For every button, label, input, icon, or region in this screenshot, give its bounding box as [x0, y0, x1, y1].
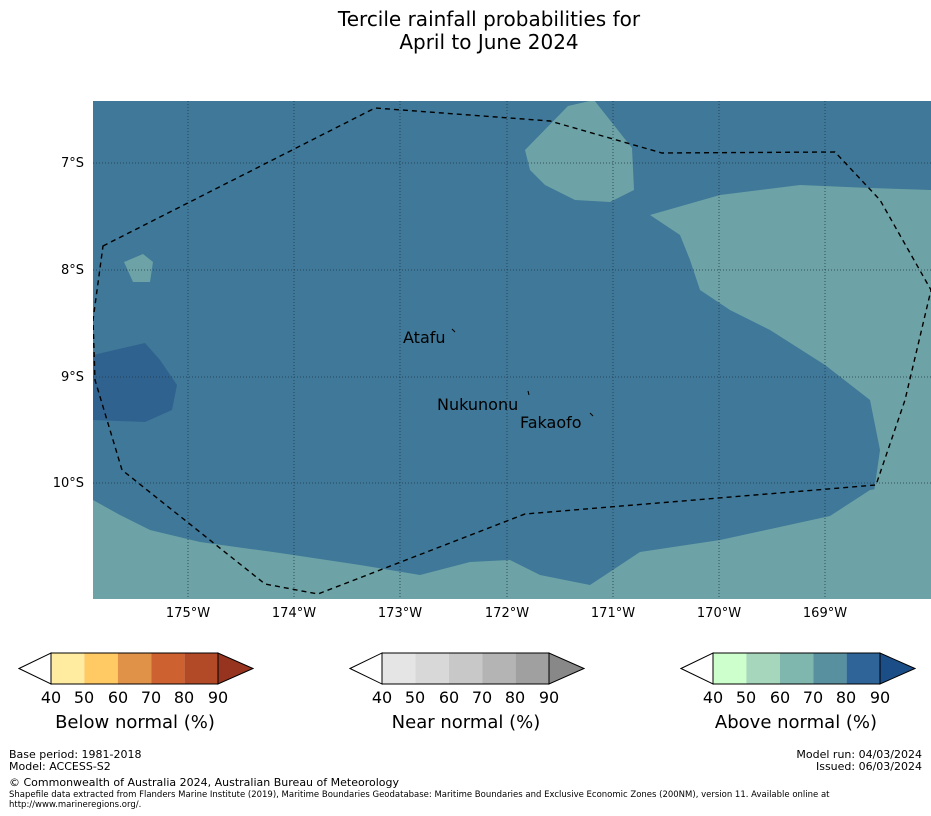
- above-normal-70-region-north: [525, 101, 634, 202]
- lon-label-170w: 170°W: [696, 606, 742, 621]
- tick-label: 90: [207, 688, 229, 707]
- place-label-nukunonu: Nukunonu: [437, 395, 519, 414]
- colorbar-bin: [515, 653, 549, 684]
- footer-left: Base period: 1981-2018 Model: ACCESS-S2: [9, 749, 141, 773]
- colorbar-extend-low: [349, 652, 383, 685]
- lat-label-8s: 8°S: [60, 263, 84, 278]
- above-normal-80-region: [93, 101, 931, 599]
- colorbar-bin: [184, 653, 218, 684]
- eez-boundary: [93, 107, 931, 595]
- colorbar-below-title: Below normal (%): [55, 712, 215, 733]
- tick-label: 40: [702, 688, 724, 707]
- tick-label: 50: [73, 688, 95, 707]
- tick-label: 40: [371, 688, 393, 707]
- colorbar-extend-low: [680, 652, 714, 685]
- colorbar-below-normal: [18, 652, 254, 685]
- tick-label: 70: [802, 688, 824, 707]
- tick-label: 90: [869, 688, 891, 707]
- title-line-1: Tercile rainfall probabilities for: [337, 7, 641, 31]
- nukunonu-marker: [527, 390, 530, 396]
- colorbar-bin: [713, 653, 747, 684]
- colorbar-bin: [448, 653, 483, 684]
- lon-label-172w: 172°W: [484, 606, 530, 621]
- colorbar-outline: [50, 652, 219, 685]
- colorbar-bin: [779, 653, 814, 684]
- place-label-fakaofo: Fakaofo: [520, 413, 582, 432]
- colorbar-bin: [482, 653, 516, 684]
- copyright-text: © Commonwealth of Australia 2024, Austra…: [9, 776, 399, 789]
- colorbar-bin: [746, 653, 780, 684]
- atafu-marker: [451, 328, 456, 333]
- colorbar-outline: [712, 652, 881, 685]
- rainfall-probability-map: [93, 101, 931, 599]
- tick-label: 40: [40, 688, 62, 707]
- above-normal-70-region-south: [93, 480, 931, 599]
- colorbar-bin: [813, 653, 847, 684]
- lon-label-174w: 174°W: [271, 606, 317, 621]
- colorbar-bin: [84, 653, 118, 684]
- model-text: Model: ACCESS-S2: [9, 760, 111, 773]
- shapefile-attribution: Shapefile data extracted from Flanders M…: [9, 790, 830, 810]
- above-normal-90-region: [93, 343, 177, 422]
- colorbar-bin: [415, 653, 449, 684]
- lat-label-10s: 10°S: [52, 476, 84, 491]
- tick-label: 80: [504, 688, 526, 707]
- tick-label: 70: [471, 688, 493, 707]
- colorbar-bin: [117, 653, 152, 684]
- tick-label: 60: [438, 688, 460, 707]
- colorbar-bin: [846, 653, 880, 684]
- lon-label-173w: 173°W: [377, 606, 423, 621]
- tick-label: 50: [735, 688, 757, 707]
- tick-label: 50: [404, 688, 426, 707]
- place-label-atafu: Atafu: [403, 328, 446, 347]
- issued-text: Issued: 06/03/2024: [815, 760, 922, 773]
- colorbar-extend-low: [18, 652, 52, 685]
- tick-label: 80: [835, 688, 857, 707]
- colorbar-extend-high: [548, 652, 585, 685]
- colorbar-bin: [51, 653, 85, 684]
- base-period-text: Base period: 1981-2018: [9, 748, 142, 761]
- lon-label-175w: 175°W: [165, 606, 211, 621]
- map-title: Tercile rainfall probabilities for April…: [0, 8, 931, 54]
- colorbar-extend-high: [217, 652, 254, 685]
- lon-label-169w: 169°W: [802, 606, 848, 621]
- above-normal-70-region-east: [650, 185, 931, 599]
- lat-label-9s: 9°S: [60, 370, 84, 385]
- colorbar-above-normal: [680, 652, 916, 685]
- footer-right: Model run: 04/03/2024 Issued: 06/03/2024: [796, 749, 922, 773]
- colorbar-outline: [381, 652, 550, 685]
- tick-label: 60: [769, 688, 791, 707]
- fakaofo-marker: [589, 412, 594, 417]
- title-line-2: April to June 2024: [399, 30, 579, 54]
- above-normal-70-region-islet: [124, 254, 153, 282]
- colorbar-bin: [151, 653, 185, 684]
- island-markers: [451, 328, 594, 417]
- graticule: [93, 101, 931, 599]
- lat-label-7s: 7°S: [60, 156, 84, 171]
- colorbar-extend-high: [879, 652, 916, 685]
- tick-label: 60: [107, 688, 129, 707]
- colorbar-near-normal: [349, 652, 585, 685]
- model-run-text: Model run: 04/03/2024: [796, 748, 922, 761]
- tick-label: 70: [140, 688, 162, 707]
- colorbar-bin: [382, 653, 416, 684]
- colorbar-near-title: Near normal (%): [391, 712, 541, 733]
- colorbar-above-title: Above normal (%): [714, 712, 878, 733]
- tick-label: 80: [173, 688, 195, 707]
- tick-label: 90: [538, 688, 560, 707]
- lon-label-171w: 171°W: [590, 606, 636, 621]
